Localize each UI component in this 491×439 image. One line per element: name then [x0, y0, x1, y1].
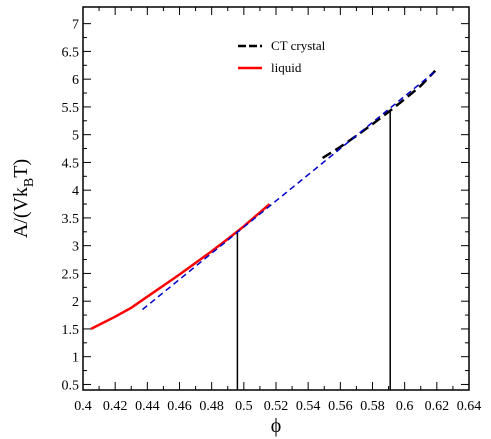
- y-axis-title-suffix: T): [10, 159, 32, 178]
- x-tick-label: 0.46: [167, 399, 192, 414]
- y-axis-title-subscript: B: [22, 178, 37, 187]
- y-tick-label: 6.5: [62, 45, 80, 60]
- x-tick-label: 0.4: [74, 399, 92, 414]
- x-tick-label: 0.56: [328, 399, 353, 414]
- y-tick-label: 7: [72, 18, 79, 33]
- y-tick-label: 3: [72, 240, 79, 255]
- y-axis-title: A/(VkBT): [10, 159, 37, 238]
- y-tick-label: 2: [72, 295, 79, 310]
- liquid-series: [90, 203, 271, 331]
- y-tick-label: 4: [72, 184, 79, 199]
- x-tick-label: 0.6: [396, 399, 414, 414]
- y-tick-label: 6: [72, 73, 79, 88]
- tick-labels: 0.4 0.42 0.44 0.46 0.48 0.5 0.52 0.54 0.56 0.58 0.…: [62, 18, 482, 414]
- legend-label-liquid: liquid: [271, 60, 302, 75]
- x-tick-label: 0.52: [264, 399, 289, 414]
- x-tick-label: 0.64: [457, 399, 482, 414]
- x-tick-label: 0.58: [360, 399, 385, 414]
- legend: CT crystal liquid: [238, 38, 326, 75]
- plot-content: [90, 69, 437, 390]
- y-tick-label: 4.5: [62, 156, 80, 171]
- x-tick-label: 0.42: [103, 399, 128, 414]
- axis-ticks: [82, 7, 470, 390]
- legend-label-ct-crystal: CT crystal: [271, 38, 326, 53]
- x-axis-title: ϕ: [271, 415, 282, 437]
- ct-crystal-series: [321, 69, 437, 160]
- y-tick-label: 3.5: [62, 212, 80, 227]
- y-tick-label: 2.5: [62, 267, 80, 282]
- x-tick-label: 0.5: [235, 399, 253, 414]
- tangent-line: [142, 70, 436, 311]
- y-tick-label: 5: [72, 129, 79, 144]
- x-tick-label: 0.62: [425, 399, 450, 414]
- y-tick-label: 1.5: [62, 323, 80, 338]
- x-tick-label: 0.54: [296, 399, 321, 414]
- y-tick-label: 0.5: [62, 378, 80, 393]
- x-tick-label: 0.44: [135, 399, 160, 414]
- y-tick-label: 1: [72, 351, 79, 366]
- y-tick-label: 5.5: [62, 101, 80, 116]
- y-axis-title-main: A/(Vk: [10, 187, 32, 238]
- x-tick-label: 0.48: [199, 399, 224, 414]
